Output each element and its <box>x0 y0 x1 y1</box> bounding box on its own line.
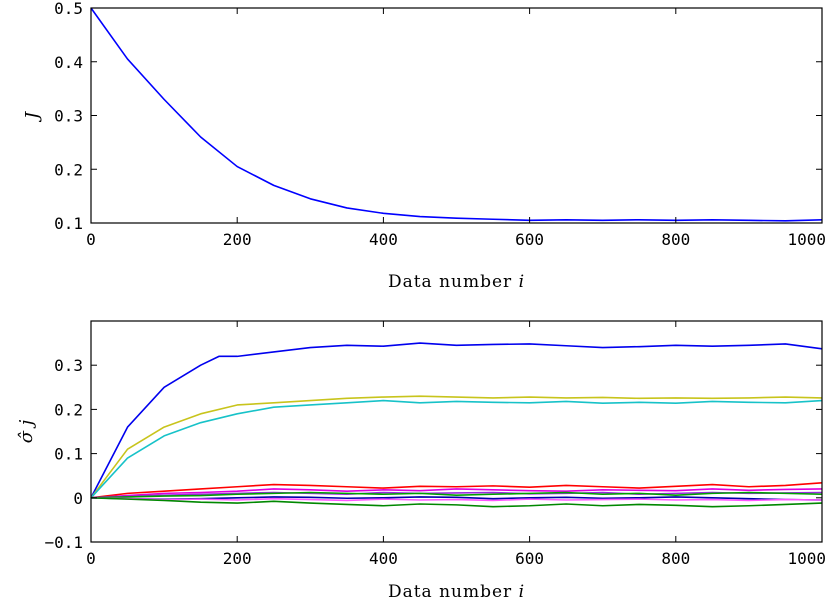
sigma-chart-x-tick-label: 0 <box>86 549 96 568</box>
cost-chart-series-1 <box>90 7 823 222</box>
sigma-chart: 0 200 400 600 800 1000−0.100.10.20.3 σ̂ j Dat… <box>16 320 826 600</box>
sigma-chart-series-9 <box>90 497 823 502</box>
cost-chart: 0 200 400 600 800 1000 0.1 0.2 0.3 0.4 0.5 J Data … <box>22 0 826 292</box>
cost-chart-y-tick-label: 0.4 <box>54 53 83 72</box>
sigma-chart-series-10 <box>90 497 823 508</box>
sigma-chart-y-tick-label: 0.1 <box>54 445 83 464</box>
sigma-chart-x-tick-label: 400 <box>369 549 398 568</box>
sigma-chart-y-axis-label: σ̂ j <box>16 419 37 443</box>
sigma-chart-x-tick-label: 200 <box>223 549 252 568</box>
sigma-chart-series-6 <box>90 491 823 499</box>
sigma-chart-series-2 <box>90 395 823 499</box>
cost-chart-x-tick-label: 0 <box>86 230 96 249</box>
cost-chart-x-axis-label: Data number i <box>388 272 525 292</box>
cost-chart-y-tick-label: 0.5 <box>54 0 83 18</box>
cost-chart-axes-box <box>90 7 823 224</box>
cost-chart-y-tick-label: 0.2 <box>54 160 83 179</box>
cost-chart-x-tick-label: 600 <box>515 230 544 249</box>
sigma-chart-series-5 <box>90 488 823 499</box>
sigma-chart-axes-box <box>90 320 823 543</box>
sigma-chart-x-tick-label: 800 <box>661 549 690 568</box>
cost-chart-x-tick-label: 400 <box>369 230 398 249</box>
sigma-chart-y-tick-label: −0.1 <box>44 533 83 552</box>
sigma-chart-series-7 <box>90 491 823 499</box>
sigma-chart-x-axis-label-text: Data number <box>388 582 519 600</box>
sigma-chart-series-8 <box>90 496 823 501</box>
sigma-chart-series-1 <box>90 342 823 499</box>
cost-chart-ticks: 0 200 400 600 800 1000 0.1 0.2 0.3 0.4 0.5 <box>54 0 826 249</box>
sigma-chart-series-layer <box>90 342 823 508</box>
sigma-chart-x-tick-label: 1000 <box>787 549 826 568</box>
cost-chart-x-axis-label-text: Data number <box>388 272 519 292</box>
cost-chart-x-tick-label: 800 <box>661 230 690 249</box>
sigma-chart-ticks: 0 200 400 600 800 1000−0.100.10.20.3 <box>44 321 826 568</box>
cost-chart-y-tick-label: 0.1 <box>54 214 83 233</box>
cost-chart-y-axis-label: J <box>22 110 43 123</box>
cost-chart-x-axis-label-var: i <box>519 272 525 292</box>
sigma-chart-x-axis-label: Data number i <box>388 582 525 600</box>
cost-chart-series-layer <box>90 7 823 222</box>
sigma-chart-series-4 <box>90 481 823 499</box>
cost-chart-x-tick-label: 1000 <box>787 230 826 249</box>
cost-chart-y-tick-label: 0.3 <box>54 107 83 126</box>
sigma-chart-series-3 <box>90 399 823 499</box>
sigma-chart-y-tick-label: 0.2 <box>54 400 83 419</box>
cost-chart-x-tick-label: 200 <box>223 230 252 249</box>
sigma-chart-x-axis-label-var: i <box>519 582 525 600</box>
sigma-chart-y-tick-label: 0.3 <box>54 356 83 375</box>
sigma-chart-y-tick-label: 0 <box>73 489 83 508</box>
sigma-chart-x-tick-label: 600 <box>515 549 544 568</box>
